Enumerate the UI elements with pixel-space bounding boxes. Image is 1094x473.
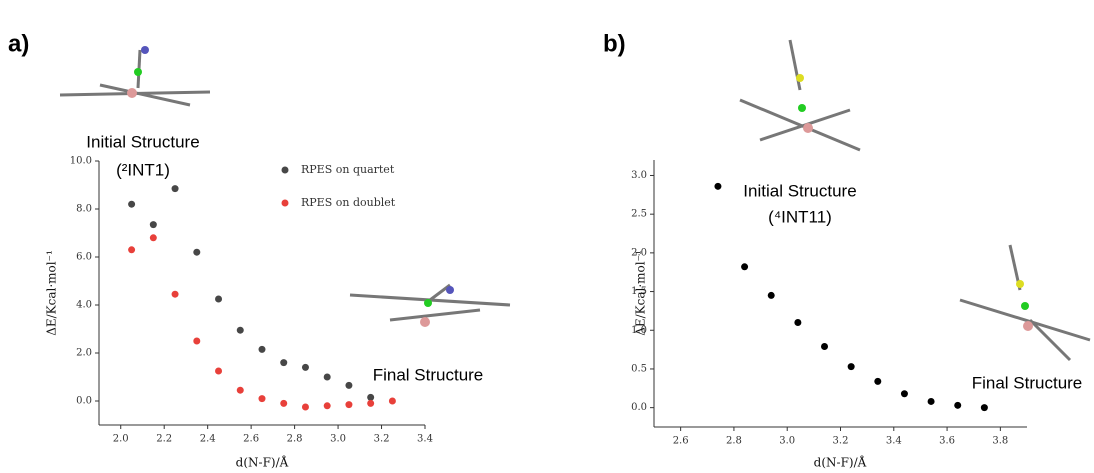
x-tick-label: 3.4 [417, 434, 433, 445]
point [128, 201, 135, 208]
y-tick-label: 0.5 [631, 363, 647, 374]
point [389, 398, 396, 405]
annotation: Final Structure [972, 373, 1083, 392]
molecule-image [60, 40, 1090, 360]
point [302, 404, 309, 411]
panel-label: b) [603, 30, 626, 57]
point [954, 402, 961, 409]
legend-marker [282, 200, 289, 207]
annotation: (²INT1) [116, 160, 170, 179]
point [821, 343, 828, 350]
point [928, 398, 935, 405]
y-tick-label: 8.0 [76, 204, 92, 215]
annotation: Initial Structure [743, 181, 856, 200]
x-tick-label: 3.2 [833, 436, 849, 447]
y-tick-label: 0.0 [76, 396, 92, 407]
point [794, 319, 801, 326]
y-tick-label: 6.0 [76, 252, 92, 263]
x-axis-label: d(N-F)/Å [814, 455, 867, 470]
x-tick-label: 2.6 [673, 436, 689, 447]
point [741, 263, 748, 270]
point [324, 374, 331, 381]
point [193, 338, 200, 345]
point [714, 183, 721, 190]
point [172, 185, 179, 192]
y-tick-label: 10.0 [70, 156, 92, 167]
point [237, 327, 244, 334]
point [324, 402, 331, 409]
point [848, 363, 855, 370]
point [237, 387, 244, 394]
point [367, 400, 374, 407]
point [280, 359, 287, 366]
point [128, 246, 135, 253]
legend-marker [282, 167, 289, 174]
point [345, 401, 352, 408]
point [874, 378, 881, 385]
x-tick-label: 2.8 [726, 436, 742, 447]
point [768, 292, 775, 299]
x-tick-label: 2.4 [200, 434, 216, 445]
annotation: Initial Structure [86, 132, 199, 151]
y-tick-label: 4.0 [76, 300, 92, 311]
y-axis-label: ΔE/Kcal·mol⁻¹ [634, 250, 648, 336]
x-axis-label: d(N-F)/Å [236, 455, 289, 470]
point [172, 291, 179, 298]
point [193, 249, 200, 256]
legend-label: RPES on doublet [301, 196, 396, 209]
x-tick-label: 3.0 [779, 436, 795, 447]
point [150, 221, 157, 228]
legend-label: RPES on quartet [301, 163, 395, 176]
x-tick-label: 3.4 [886, 436, 902, 447]
point [345, 382, 352, 389]
point [259, 346, 266, 353]
point [280, 400, 287, 407]
x-tick-label: 3.8 [992, 436, 1008, 447]
point [981, 404, 988, 411]
point [302, 364, 309, 371]
y-axis-label: ΔE/Kcal·mol⁻¹ [45, 250, 59, 336]
x-tick-label: 2.6 [243, 434, 259, 445]
x-tick-label: 3.0 [330, 434, 346, 445]
figure: a) 2.0 2.2 2.4 2.6 2.8 3.0 3.2 3.4 0.0 2.0 4.0 6.0 8.… [0, 0, 1094, 473]
x-tick-label: 2.8 [287, 434, 303, 445]
x-tick-label: 2.2 [156, 434, 172, 445]
point [215, 368, 222, 375]
point [215, 296, 222, 303]
x-tick-label: 2.0 [113, 434, 129, 445]
point [367, 394, 374, 401]
y-tick-label: 2.5 [631, 209, 647, 220]
x-tick-label: 3.2 [374, 434, 390, 445]
annotation: (⁴INT11) [768, 207, 832, 226]
y-tick-label: 3.0 [631, 170, 647, 181]
panel-label: a) [8, 30, 29, 57]
point [150, 234, 157, 241]
x-tick-label: 3.6 [939, 436, 955, 447]
y-tick-label: 2.0 [76, 348, 92, 359]
point [259, 395, 266, 402]
point [901, 390, 908, 397]
annotation: Final Structure [373, 365, 484, 384]
y-tick-label: 0.0 [631, 402, 647, 413]
